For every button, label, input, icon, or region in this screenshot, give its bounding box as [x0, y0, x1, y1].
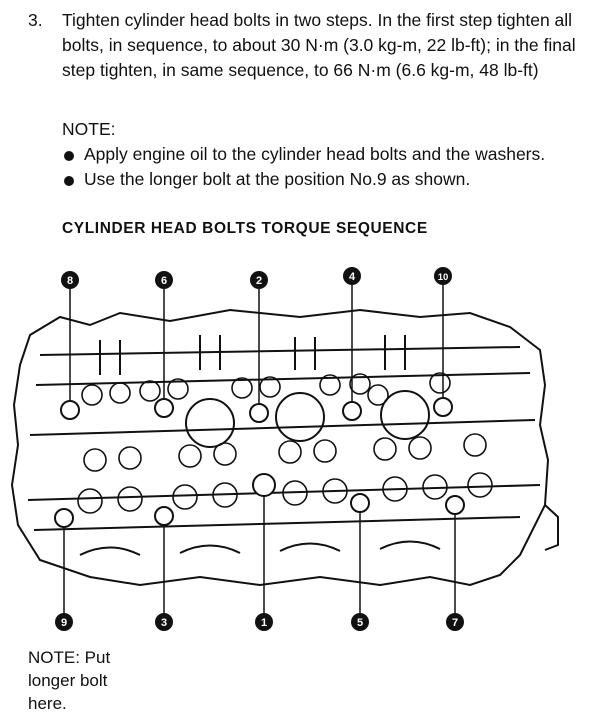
callout-number: 1 — [261, 617, 267, 629]
callout-badge: 8 — [61, 271, 79, 289]
longer-bolt-note: NOTE: Put longer bolt here. — [28, 648, 111, 713]
note-item-oil: Apply engine oil to the cylinder head bo… — [62, 142, 582, 167]
bolt-2 — [249, 403, 269, 423]
bolt-6 — [154, 398, 174, 418]
callout-number: 4 — [349, 271, 356, 283]
figure-title: CYLINDER HEAD BOLTS TORQUE SEQUENCE — [62, 220, 428, 237]
note-item-longer-bolt: Use the longer bolt at the position No.9… — [62, 167, 582, 192]
bolt-4 — [342, 401, 362, 421]
callout-number: 8 — [67, 275, 73, 287]
callouts-bottom: 9 3 1 5 7 — [55, 613, 464, 631]
note-item-text: Use the longer bolt at the position No.9… — [84, 169, 471, 189]
note-item-text: Apply engine oil to the cylinder head bo… — [84, 144, 546, 164]
callout-number: 10 — [438, 272, 449, 283]
callout-badge: 5 — [351, 613, 369, 631]
bolt-9 — [54, 508, 74, 528]
callout-badge: 6 — [155, 271, 173, 289]
callout-badge: 4 — [343, 267, 361, 285]
bolt-8 — [60, 400, 80, 420]
callouts-top: 8 6 2 4 10 — [61, 267, 452, 289]
callout-number: 9 — [61, 617, 67, 629]
head-bolts — [54, 397, 465, 528]
callout-leaders — [63, 285, 456, 613]
callout-number: 2 — [256, 275, 262, 287]
bolt-10 — [433, 397, 453, 417]
step-number: 3. — [28, 10, 43, 30]
callout-badge: 2 — [250, 271, 268, 289]
callout-number: 7 — [452, 617, 458, 629]
cylinder-head-diagram: 8 6 2 4 10 9 3 1 — [10, 267, 559, 631]
bolt-5 — [350, 493, 370, 513]
bullet-icon — [64, 151, 74, 161]
note-block: NOTE: Apply engine oil to the cylinder h… — [62, 117, 582, 192]
note-label: NOTE: — [62, 119, 116, 139]
callout-badge: 3 — [155, 613, 173, 631]
callout-number: 3 — [161, 617, 167, 629]
callout-badge: 10 — [434, 267, 452, 285]
callout-badge: 9 — [55, 613, 73, 631]
callout-badge: 7 — [446, 613, 464, 631]
bolt-1 — [252, 473, 276, 497]
bullet-icon — [64, 176, 74, 186]
cylinder-head-outline — [10, 308, 559, 587]
callout-number: 6 — [161, 275, 167, 287]
callout-number: 5 — [357, 617, 363, 629]
step-text: Tighten cylinder head bolts in two steps… — [62, 10, 576, 80]
callout-badge: 1 — [255, 613, 273, 631]
bolt-7 — [445, 495, 465, 515]
bolt-3 — [154, 506, 174, 526]
